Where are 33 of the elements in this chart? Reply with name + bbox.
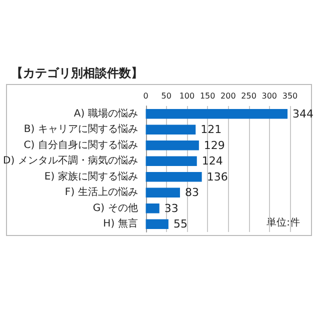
x-tick-label: 150 (200, 92, 216, 100)
x-tick-label: 50 (161, 92, 172, 100)
x-tick-label: 200 (220, 92, 236, 100)
bar (146, 156, 197, 166)
bar (146, 124, 196, 135)
data-label: 124 (202, 154, 223, 168)
data-label: 136 (206, 170, 228, 184)
data-label: 121 (200, 123, 222, 136)
y-tick-label: D) メンタル不調・病気の悩み (3, 154, 138, 167)
bar (146, 140, 199, 150)
data-label: 344 (292, 107, 314, 120)
data-label: 55 (173, 218, 188, 231)
chart-title: 【カテゴリ別相談件数】 (11, 66, 143, 80)
data-label: 129 (204, 138, 225, 152)
y-tick-label: F) 生活上の悩み (64, 186, 138, 198)
bar (146, 108, 288, 119)
y-tick-label: A) 職場の悩み (74, 107, 138, 120)
y-tick-label: B) キャリアに関する悩み (24, 123, 138, 136)
bar (146, 172, 202, 182)
x-tick-label: 300 (262, 92, 278, 100)
bar (146, 219, 168, 230)
data-label: 83 (184, 186, 199, 200)
x-tick-label: 100 (179, 92, 195, 100)
data-label: 33 (164, 202, 178, 215)
y-tick-label: E) 家族に関する悩み (44, 170, 138, 182)
x-tick-label: 350 (282, 92, 298, 100)
x-tick-label: 0 (143, 92, 148, 100)
y-tick-label: C) 自分自身に関する悩み (24, 138, 138, 151)
bar (146, 188, 180, 198)
y-tick-label: G) その他 (92, 202, 138, 214)
bar (146, 203, 160, 214)
y-tick-label: H) 無言 (103, 218, 138, 230)
x-tick-label: 250 (241, 92, 256, 100)
